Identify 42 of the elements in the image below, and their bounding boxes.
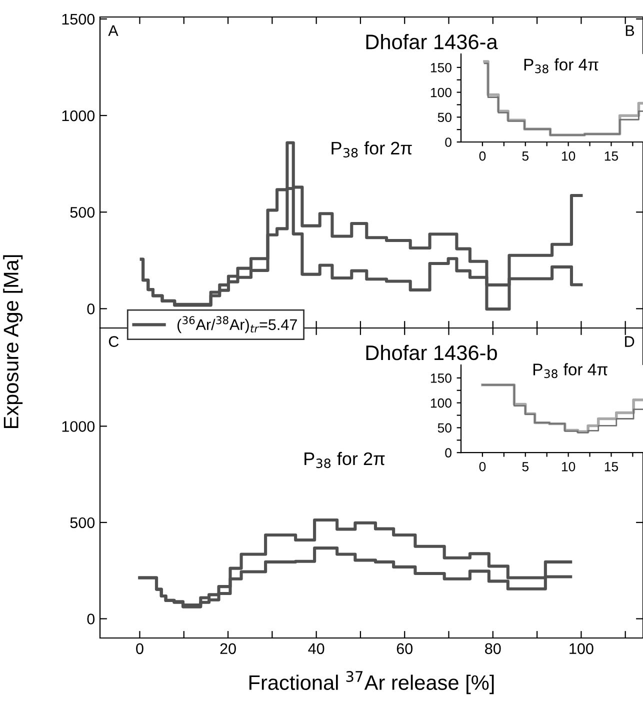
x-tick-label: 5 — [522, 462, 529, 472]
y-tick-label: 100 — [430, 88, 452, 98]
annotation: C — [108, 336, 119, 347]
y-tick-label: 0 — [445, 448, 452, 458]
y-axis-title: Exposure Age [Ma] — [3, 255, 23, 428]
y-tick-label: 1000 — [62, 110, 95, 122]
y-tick-label: 100 — [430, 398, 452, 408]
annotation: B — [626, 25, 634, 36]
x-tick-label: 20 — [220, 643, 236, 654]
annotation: P$_{38}$ for 2π — [332, 141, 412, 158]
y-tick-label: 0 — [87, 614, 95, 624]
annotation: P$_{38}$ for 4π — [524, 58, 598, 74]
y-tick-label: 150 — [430, 62, 452, 72]
annotation: P$_{38}$ for 4π — [533, 363, 608, 378]
y-tick-label: 0 — [87, 304, 95, 314]
y-tick-label: 500 — [70, 206, 95, 218]
annotation: A — [108, 25, 118, 36]
legend-label: ($^{36}$Ar/$^{38}$Ar)$_{tr}$=5.47 — [177, 316, 297, 334]
x-tick-label: 10 — [562, 151, 576, 161]
x-tick-label: 10 — [562, 462, 576, 472]
x-tick-label: 0 — [479, 462, 486, 472]
y-tick-label: 1000 — [62, 421, 95, 432]
y-tick-label: 1500 — [62, 14, 95, 25]
y-tick-label: 50 — [438, 112, 452, 122]
x-tick-label: 40 — [308, 643, 324, 654]
x-tick-label: 15 — [604, 462, 618, 472]
x-tick-label: 80 — [485, 643, 501, 654]
x-tick-label: 0 — [136, 643, 144, 654]
text: Dhofar 1436-b — [366, 344, 497, 360]
x-tick-label: 100 — [570, 643, 594, 654]
y-tick-label: 50 — [438, 423, 452, 433]
text: Dhofar 1436-a — [366, 34, 498, 50]
x-tick-label: 15 — [604, 152, 618, 161]
x-tick-label: 0 — [479, 151, 486, 161]
x-tick-label: 60 — [396, 643, 413, 654]
annotation: P$_{38}$ for 2π — [304, 452, 385, 468]
y-tick-label: 150 — [430, 374, 452, 383]
annotation: D — [625, 336, 634, 347]
y-tick-label: 500 — [70, 517, 95, 528]
x-axis-title: Fractional $^{37}$Ar release [%] — [249, 670, 494, 694]
y-tick-label: 0 — [445, 138, 452, 147]
x-tick-label: 5 — [522, 152, 529, 161]
